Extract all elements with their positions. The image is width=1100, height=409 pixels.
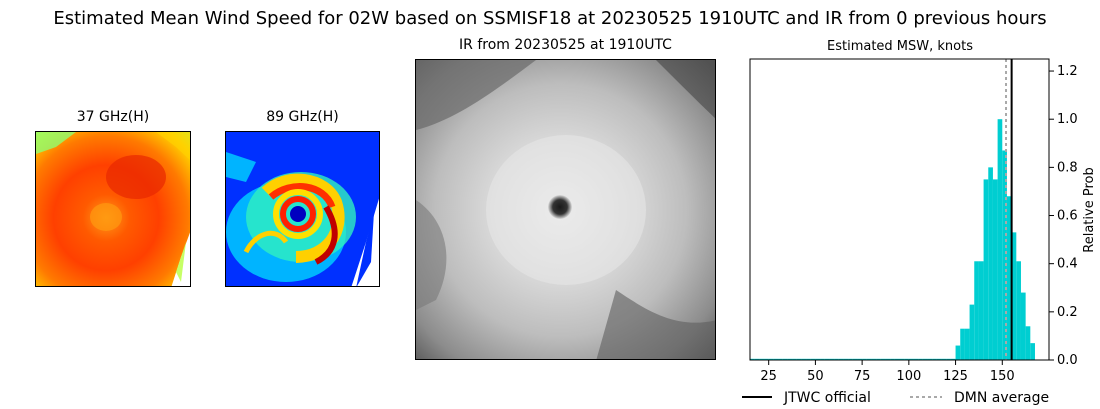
ir-image — [415, 59, 716, 360]
histogram-bar-56 — [1011, 232, 1017, 360]
histogram-bar-6 — [778, 358, 783, 360]
histogram-bar-21 — [848, 358, 853, 360]
x-axis-ticks: 25 50 75 100 125 150 — [760, 360, 1015, 384]
histogram-bar-57 — [1016, 261, 1021, 360]
ir-title: IR from 20230525 at 1910UTC — [459, 37, 672, 53]
ghz89-title: 89 GHz(H) — [266, 109, 339, 125]
histogram-bar-25 — [866, 358, 872, 360]
histogram-bar-41 — [941, 358, 947, 360]
histogram-bar-10 — [796, 358, 802, 360]
x-tick-label-4: 125 — [943, 369, 968, 384]
histogram-bar-19 — [838, 358, 844, 360]
y-axis-ticks: 0.0 0.2 0.4 0.6 0.8 1.0 1.2 — [1049, 64, 1078, 368]
ghz37-title: 37 GHz(H) — [76, 109, 150, 125]
plot-frame — [749, 58, 1050, 361]
histogram-bar-17 — [829, 358, 835, 360]
histogram-bar-48 — [974, 261, 979, 360]
histogram-bar-42 — [946, 358, 951, 360]
histogram-bar-28 — [880, 358, 886, 360]
legend-jtwc-label: JTWC official — [783, 390, 871, 406]
histogram-bar-31 — [894, 358, 900, 360]
histogram-bar-32 — [899, 358, 905, 360]
histogram-bar-5 — [773, 358, 779, 360]
histogram-bar-9 — [792, 358, 797, 360]
x-tick-label-3: 100 — [896, 369, 921, 384]
histogram-bar-12 — [806, 358, 811, 360]
histogram-bar-0 — [750, 358, 755, 360]
y-tick-label-1: 0.2 — [1057, 305, 1078, 320]
histogram-bar-33 — [904, 358, 909, 360]
histogram-bar-45 — [960, 328, 965, 360]
histogram-bar-22 — [852, 358, 858, 360]
histogram-bar-37 — [922, 358, 928, 360]
histogram-bar-20 — [843, 358, 849, 360]
histogram-bar-14 — [815, 358, 821, 360]
histogram-bar-50 — [983, 179, 989, 360]
histogram-bar-60 — [1030, 343, 1035, 360]
histogram-bar-11 — [801, 358, 807, 360]
y-tick-label-3: 0.6 — [1057, 209, 1078, 224]
y-axis-label: Relative Prob — [1082, 167, 1097, 252]
histogram-bar-13 — [810, 358, 816, 360]
histogram-bar-15 — [820, 358, 825, 360]
histogram-bar-39 — [932, 358, 937, 360]
histogram-bar-43 — [950, 358, 956, 360]
histogram-bar-16 — [824, 358, 830, 360]
histogram-bar-47 — [969, 304, 975, 360]
histogram-bar-30 — [890, 358, 895, 360]
x-tick-label-1: 50 — [807, 369, 824, 384]
histogram-bar-49 — [978, 261, 984, 360]
histogram-bar-44 — [955, 345, 961, 360]
msw-histogram: Estimated MSW, knots 25 50 75 100 125 150 0.0… — [742, 39, 1097, 406]
x-tick-label-0: 25 — [760, 369, 777, 384]
histogram-bar-40 — [936, 358, 942, 360]
x-tick-label-5: 150 — [990, 369, 1015, 384]
histogram-bar-59 — [1025, 326, 1031, 360]
histogram-bar-18 — [834, 358, 839, 360]
histogram-bar-2 — [759, 358, 765, 360]
histogram-bar-53 — [997, 119, 1003, 360]
histogram-bar-4 — [768, 358, 774, 360]
histogram-bar-24 — [862, 358, 867, 360]
y-tick-label-5: 1.0 — [1057, 112, 1078, 127]
histogram-bar-38 — [927, 358, 933, 360]
chart-title: Estimated MSW, knots — [827, 39, 973, 54]
histogram-bar-29 — [885, 358, 891, 360]
histogram-bar-55 — [1006, 196, 1012, 360]
histogram-bar-34 — [908, 358, 914, 360]
y-tick-label-2: 0.4 — [1057, 257, 1078, 272]
histogram-bar-7 — [782, 358, 788, 360]
histogram-bar-3 — [764, 358, 769, 360]
ghz37-image — [35, 131, 191, 287]
histogram-bar-52 — [992, 179, 998, 360]
x-tick-label-2: 75 — [854, 369, 871, 384]
figure-title: Estimated Mean Wind Speed for 02W based … — [53, 8, 1047, 29]
histogram-bar-54 — [1002, 150, 1007, 360]
histogram-bar-35 — [913, 358, 919, 360]
histogram-bar-8 — [787, 358, 793, 360]
y-tick-label-0: 0.0 — [1057, 353, 1078, 368]
y-tick-label-6: 1.2 — [1057, 64, 1078, 79]
histogram-bar-1 — [754, 358, 760, 360]
histogram-bar-46 — [964, 328, 970, 360]
histogram-bar-27 — [876, 358, 881, 360]
histogram-bar-58 — [1020, 292, 1026, 360]
histogram-bar-36 — [918, 358, 923, 360]
y-tick-label-4: 0.8 — [1057, 160, 1078, 175]
histogram-bar-23 — [857, 358, 863, 360]
histogram-bar-51 — [988, 167, 993, 360]
legend-dmn-label: DMN average — [954, 390, 1049, 406]
ghz89-image — [225, 131, 380, 287]
histogram-bar-26 — [871, 358, 877, 360]
histogram-bars — [750, 119, 1035, 360]
